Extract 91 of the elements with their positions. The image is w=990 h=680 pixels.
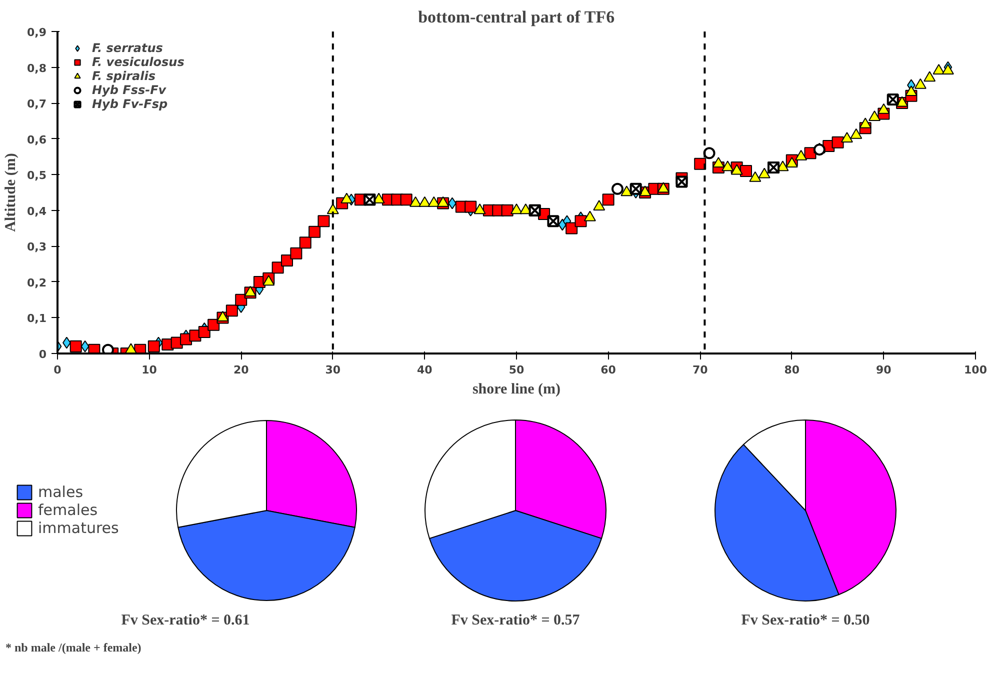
point: [602, 194, 614, 206]
y-tick-label: 0,6: [27, 133, 47, 146]
y-tick-label: 0,9: [27, 26, 47, 39]
legend-label: males: [38, 483, 84, 501]
legend-label: Hyb Fss-Fv: [92, 83, 166, 97]
x-tick-label: 10: [142, 364, 158, 376]
point: [749, 171, 762, 182]
legend-label: immatures: [38, 519, 119, 537]
x-tick-label: 40: [417, 364, 433, 376]
chart-title: bottom-central part of TF6: [418, 8, 615, 26]
point: [437, 196, 450, 207]
y-tick-label: 0,4: [27, 204, 47, 218]
y-tick-label: 0,7: [27, 98, 47, 111]
point: [840, 132, 853, 143]
point: [878, 103, 890, 114]
x-tick-label: 70: [692, 364, 708, 376]
point: [905, 85, 918, 96]
point: [308, 226, 321, 238]
point: [235, 294, 248, 306]
point: [290, 247, 302, 260]
x-tick-label: 20: [233, 364, 250, 376]
point: [262, 275, 275, 286]
point: [566, 222, 578, 234]
point: [786, 157, 798, 168]
point: [620, 186, 633, 196]
x-tick-label: 90: [876, 364, 892, 376]
point: [932, 64, 945, 75]
point: [208, 318, 220, 331]
x-tick-label: 50: [508, 364, 524, 376]
y-axis-title: Altitude (m): [3, 153, 20, 232]
point: [914, 78, 926, 89]
point: [795, 150, 808, 160]
point: [832, 136, 844, 148]
point: [474, 204, 486, 214]
point: [924, 71, 936, 82]
text: * nb male /(male + female): [6, 640, 142, 654]
point: [102, 344, 114, 354]
legend-label: F. spiralis: [92, 69, 156, 83]
point: [272, 262, 284, 274]
point: [730, 164, 743, 175]
y-tick-label: 0,5: [27, 169, 47, 182]
point: [593, 200, 606, 210]
point: [501, 204, 514, 216]
y-tick-label: 0,2: [27, 276, 47, 290]
y-tick-label: 0: [38, 348, 47, 361]
point: [318, 215, 330, 228]
point: [758, 168, 770, 178]
point: [340, 192, 353, 204]
text: Fv Sex-ratio* = 0.61: [121, 612, 250, 628]
point: [418, 196, 431, 207]
y-tick-label: 0,8: [27, 62, 47, 75]
point: [813, 144, 826, 156]
point: [80, 340, 90, 352]
point: [410, 196, 422, 207]
point: [942, 64, 954, 75]
legend-label: Hyb Fv-Fsp: [92, 97, 168, 111]
point: [198, 326, 210, 338]
point: [850, 128, 862, 139]
point: [722, 160, 734, 172]
point: [868, 110, 881, 122]
legend-label: F. vesiculosus: [92, 55, 184, 69]
point: [226, 304, 238, 317]
point: [611, 182, 624, 195]
point: [400, 194, 412, 206]
point: [510, 204, 522, 214]
text: Fv Sex-ratio* = 0.50: [741, 612, 870, 628]
point: [740, 165, 752, 178]
point: [148, 340, 160, 352]
point: [244, 286, 256, 296]
text: Fv Sex-ratio* = 0.57: [451, 612, 580, 628]
point: [574, 215, 587, 228]
point: [584, 210, 596, 222]
point: [464, 200, 477, 213]
x-tick-label: 30: [325, 364, 341, 376]
point: [859, 118, 872, 128]
x-tick-label: 0: [54, 364, 62, 376]
x-tick-label: 60: [600, 364, 616, 376]
y-tick-label: 0,1: [27, 312, 47, 326]
point: [281, 254, 293, 266]
x-tick-label: 80: [784, 364, 800, 376]
point: [694, 158, 706, 170]
point: [70, 340, 82, 352]
point: [216, 310, 229, 322]
point: [428, 196, 440, 207]
point: [299, 236, 312, 249]
legend-label: females: [38, 501, 98, 519]
x-axis-title: shore line (m): [472, 382, 561, 398]
legend-label: F. serratus: [92, 41, 163, 55]
y-tick-label: 0,3: [27, 240, 47, 254]
x-tick-label: 100: [964, 364, 988, 376]
point: [712, 157, 724, 168]
